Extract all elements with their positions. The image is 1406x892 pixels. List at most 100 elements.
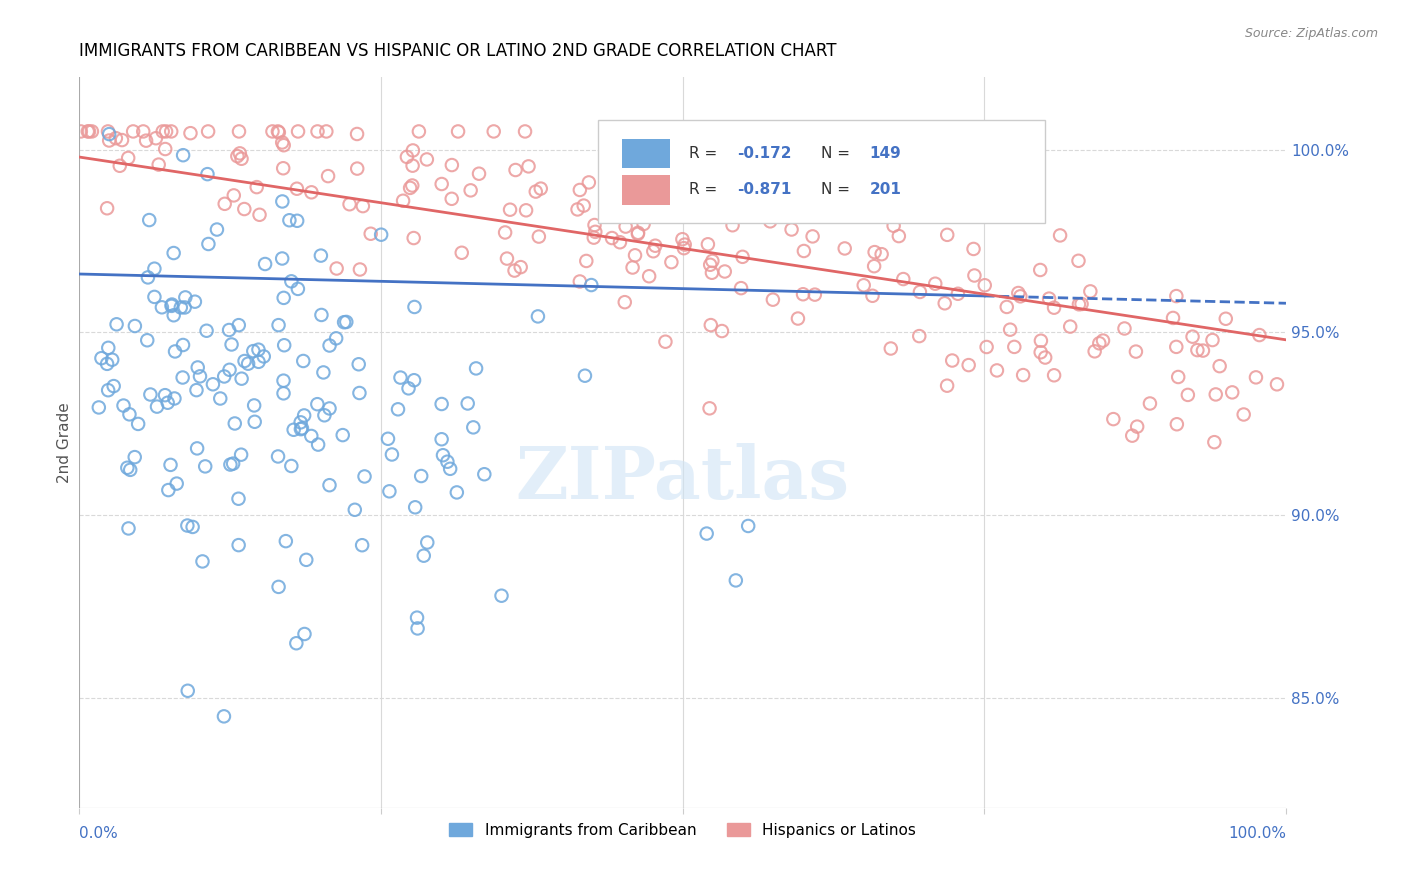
Point: [1078, 285, 1101, 299]
Point: [231, 152, 253, 166]
Point: [273, 138, 295, 153]
Point: [378, 484, 401, 499]
Point: [582, 230, 605, 244]
Point: [1007, 285, 1029, 300]
Point: [1114, 321, 1136, 335]
Point: [450, 245, 472, 260]
Point: [583, 225, 606, 239]
Point: [333, 315, 356, 329]
Point: [209, 392, 232, 406]
Point: [1201, 333, 1223, 347]
Point: [509, 260, 531, 274]
Point: [315, 124, 337, 138]
Point: [941, 353, 963, 368]
Point: [891, 272, 914, 286]
Point: [1161, 310, 1184, 325]
Point: [267, 124, 290, 138]
Point: [936, 378, 959, 392]
Point: [325, 261, 347, 276]
Point: [205, 222, 228, 236]
Point: [834, 242, 856, 256]
Point: [389, 370, 412, 384]
Point: [318, 338, 340, 352]
Point: [731, 250, 754, 264]
Point: [406, 622, 429, 636]
Point: [883, 219, 905, 233]
Point: [402, 231, 425, 245]
Point: [285, 636, 308, 650]
Point: [381, 448, 404, 462]
Point: [97, 383, 120, 397]
Point: [401, 159, 423, 173]
Point: [936, 227, 959, 242]
Point: [97, 124, 120, 138]
Text: 149: 149: [869, 146, 901, 161]
Point: [249, 208, 271, 222]
Point: [432, 448, 454, 462]
Point: [117, 460, 139, 475]
Point: [155, 142, 177, 156]
Point: [575, 254, 598, 268]
Point: [995, 300, 1018, 314]
Point: [163, 246, 186, 260]
Point: [643, 244, 665, 259]
Point: [127, 417, 149, 431]
FancyBboxPatch shape: [623, 176, 671, 204]
Point: [621, 260, 644, 275]
Point: [430, 432, 453, 446]
Point: [246, 180, 269, 194]
Point: [347, 357, 370, 371]
Point: [139, 387, 162, 401]
Point: [273, 386, 295, 401]
Text: ZIPatlas: ZIPatlas: [516, 443, 849, 514]
Point: [402, 373, 425, 387]
Point: [231, 372, 253, 386]
Point: [780, 222, 803, 236]
Point: [105, 318, 128, 332]
Point: [194, 459, 217, 474]
Point: [793, 244, 815, 258]
Point: [460, 183, 482, 197]
Text: R =: R =: [689, 183, 721, 197]
Point: [946, 286, 969, 301]
Point: [699, 401, 721, 416]
Text: -0.172: -0.172: [737, 146, 792, 161]
Point: [104, 131, 127, 145]
Point: [408, 124, 430, 138]
Point: [191, 554, 214, 568]
Point: [108, 159, 131, 173]
Point: [581, 278, 603, 293]
Point: [568, 275, 591, 289]
Point: [530, 181, 553, 195]
Point: [759, 214, 782, 228]
Point: [1012, 368, 1035, 382]
Point: [157, 483, 180, 497]
Point: [1102, 412, 1125, 426]
Point: [412, 549, 434, 563]
Point: [612, 202, 634, 217]
Point: [90, 351, 112, 366]
Point: [233, 354, 256, 368]
Point: [274, 534, 297, 549]
Point: [505, 163, 527, 178]
Point: [222, 188, 245, 202]
Point: [468, 167, 491, 181]
Point: [696, 526, 718, 541]
Point: [299, 429, 322, 443]
Point: [98, 127, 121, 141]
Point: [1029, 263, 1052, 277]
Point: [609, 235, 631, 250]
Point: [273, 291, 295, 305]
Point: [290, 422, 312, 436]
Point: [150, 301, 173, 315]
Point: [243, 399, 266, 413]
Point: [318, 478, 340, 492]
Point: [402, 144, 425, 158]
Point: [377, 432, 399, 446]
Point: [934, 296, 956, 310]
Point: [228, 318, 250, 333]
Point: [228, 491, 250, 506]
Point: [411, 469, 433, 483]
Point: [447, 124, 470, 138]
Text: IMMIGRANTS FROM CARIBBEAN VS HISPANIC OR LATINO 2ND GRADE CORRELATION CHART: IMMIGRANTS FROM CARIBBEAN VS HISPANIC OR…: [79, 42, 837, 60]
